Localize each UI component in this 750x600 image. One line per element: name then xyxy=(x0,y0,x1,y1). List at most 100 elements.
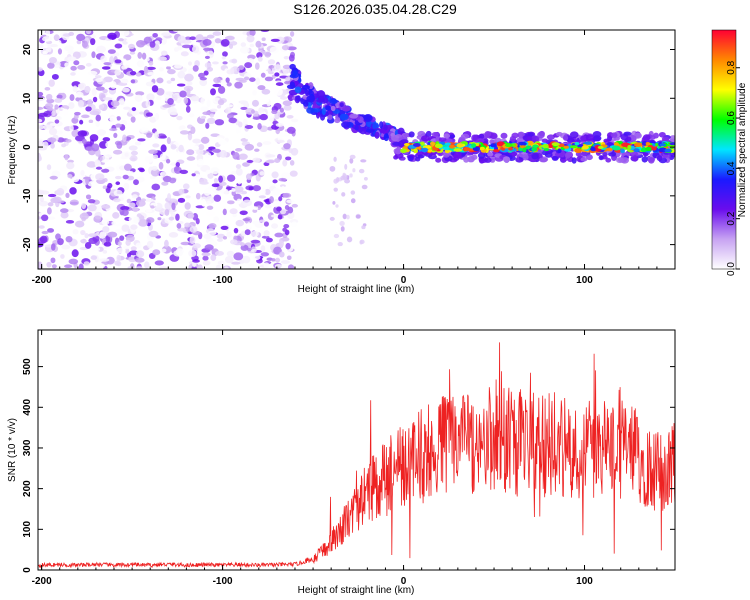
spectrogram-cell xyxy=(42,124,53,130)
spectrogram-cell xyxy=(282,159,288,167)
spectrogram-cell xyxy=(177,70,186,79)
spectrogram-cell xyxy=(294,86,302,94)
spectrogram-cell xyxy=(38,188,45,196)
spectrogram-cell xyxy=(77,130,88,137)
spectrogram-cell xyxy=(85,62,92,67)
spectrogram-cell xyxy=(379,121,384,129)
spectrogram-cell xyxy=(213,216,220,223)
spectrogram-cell xyxy=(95,173,105,181)
spectrogram-cell xyxy=(224,255,234,264)
spectrogram-cell xyxy=(275,139,285,143)
spectrogram-cell xyxy=(238,30,243,36)
spectrogram-cell xyxy=(57,88,66,93)
spectrogram-cell xyxy=(283,105,292,111)
chart-title: S126.2026.035.04.28.C29 xyxy=(293,1,457,17)
spectrogram-cell xyxy=(634,142,643,148)
spectrogram-cell xyxy=(212,31,222,36)
spectrogram-cell xyxy=(219,150,228,158)
spectrogram-cell xyxy=(145,100,151,108)
spectrogram-cell xyxy=(449,144,455,149)
spectrogram-cell xyxy=(244,143,255,151)
spectrogram-cell xyxy=(152,154,159,159)
spectrogram-cell xyxy=(239,79,247,83)
spectrogram-cell xyxy=(284,204,290,210)
spectrogram-cell xyxy=(268,65,275,69)
snr-y-ticks: 0 100 200 300 400 500 xyxy=(22,358,675,573)
spectrogram-cell xyxy=(99,231,106,239)
spectrogram-cell xyxy=(642,134,651,142)
spectrogram-y-ticks: -20 -10 0 10 20 xyxy=(22,44,675,252)
spectrogram-cell xyxy=(276,36,285,44)
spectrogram-cell xyxy=(259,65,269,71)
spectrogram-cell xyxy=(610,132,618,138)
spectrogram-cell xyxy=(264,188,271,195)
spectrogram-cell xyxy=(54,115,62,121)
spectrogram-cell xyxy=(121,224,130,232)
spectrogram-cell xyxy=(72,85,78,93)
spectrogram-cell xyxy=(158,266,169,269)
spectrogram-cell xyxy=(123,163,132,171)
spectrogram-cell xyxy=(581,145,589,150)
spectrogram-cell xyxy=(159,135,168,139)
spectrogram-cell xyxy=(250,239,261,244)
spectrogram-cell xyxy=(116,247,126,254)
spectrogram-cell xyxy=(259,113,268,121)
spectrogram-cell xyxy=(56,39,62,46)
spectrogram-cell xyxy=(99,140,109,149)
spectrogram-cell xyxy=(74,111,81,116)
spectrogram-cell xyxy=(152,32,158,38)
spectrogram-cell xyxy=(271,110,278,115)
spectrogram-cell xyxy=(361,159,367,163)
spectrogram-cell xyxy=(280,185,286,192)
spectrogram-cell xyxy=(257,56,263,62)
spectrogram-cell xyxy=(541,143,549,149)
spectrogram-cell xyxy=(50,257,56,264)
spectrogram-cell xyxy=(531,153,539,160)
spectrogram-cell xyxy=(239,210,248,216)
spectrogram-cell xyxy=(134,114,144,119)
spectrogram-cell xyxy=(176,83,186,87)
spectrogram-cell xyxy=(114,59,122,64)
spectrogram-cell xyxy=(105,256,115,265)
spectrogram-cell xyxy=(633,148,640,153)
snr-panel: -200 -100 0 100 0 100 200 300 400 500 Height of … xyxy=(7,329,676,596)
spectrogram-cell xyxy=(109,56,115,65)
spectrogram-cell xyxy=(551,142,560,147)
spectrogram-cell xyxy=(230,239,238,245)
spectrogram-cell xyxy=(279,251,285,258)
spectrogram-cell xyxy=(87,180,98,187)
spectrogram-cell xyxy=(407,155,414,162)
spectrogram-cell xyxy=(113,132,118,139)
spectrogram-cell xyxy=(77,99,85,108)
spectrogram-cell xyxy=(358,168,365,174)
spectrogram-cell xyxy=(250,230,259,237)
spectrogram-cell xyxy=(478,133,485,139)
spectrogram-cell xyxy=(226,174,236,182)
spectrogram-cell xyxy=(322,97,329,104)
spectrogram-cell xyxy=(179,130,189,135)
spectrogram-y-tick-label: 0 xyxy=(22,144,33,150)
spectrogram-cell xyxy=(346,236,353,243)
spectrogram-cell xyxy=(431,132,439,138)
spectrogram-cell xyxy=(341,192,346,197)
spectrogram-cell xyxy=(479,146,485,151)
spectrogram-cell xyxy=(333,187,338,192)
spectrogram-cell xyxy=(417,130,426,138)
spectrogram-cell xyxy=(355,214,361,219)
spectrogram-cell xyxy=(489,139,495,145)
spectrogram-cell xyxy=(168,216,175,221)
spectrogram-cell xyxy=(250,140,258,146)
spectrogram-cell xyxy=(184,36,192,41)
spectrogram-cell xyxy=(272,200,282,208)
spectrogram-cell xyxy=(122,58,127,66)
spectrogram-cell xyxy=(107,182,113,189)
spectrogram-cell xyxy=(621,152,631,158)
spectrogram-cell xyxy=(392,141,402,146)
spectrogram-cell xyxy=(60,211,69,219)
spectrogram-cell xyxy=(246,222,252,229)
spectrogram-cell xyxy=(476,137,485,144)
spectrogram-cell xyxy=(80,169,85,176)
spectrogram-cell xyxy=(334,118,341,124)
spectrogram-cell xyxy=(65,220,75,224)
spectrogram-cell xyxy=(65,192,70,198)
